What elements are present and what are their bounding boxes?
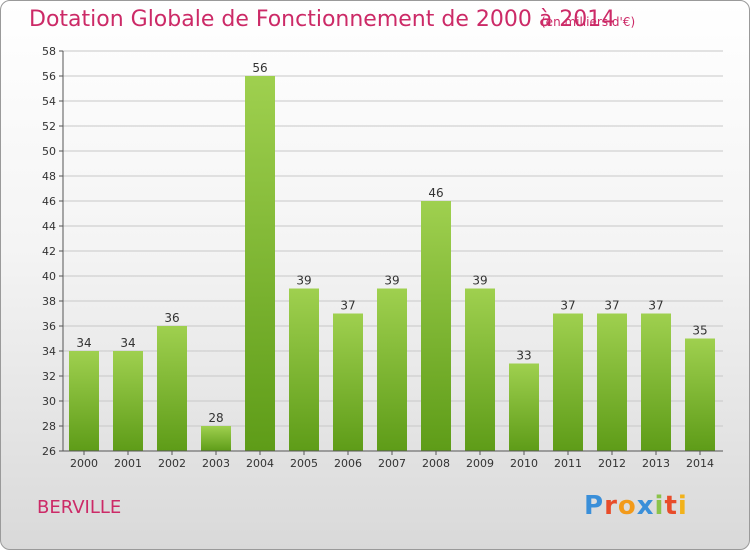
y-tick-label: 28 [42, 420, 56, 433]
y-tick-label: 46 [42, 195, 56, 208]
x-tick-label-2005: 2005 [290, 457, 318, 470]
y-tick-label: 54 [42, 95, 56, 108]
commune-name: BERVILLE [37, 497, 122, 518]
x-tick-label-2002: 2002 [158, 457, 186, 470]
proxiti-logo[interactable]: Proxiti [584, 491, 688, 521]
data-label-2010: 33 [516, 349, 531, 363]
data-label-2012: 37 [604, 299, 619, 313]
data-label-2001: 34 [120, 336, 135, 350]
bar-2003 [201, 426, 231, 451]
data-label-2000: 34 [76, 336, 91, 350]
logo-letter: x [636, 491, 655, 521]
logo-letter: t [664, 491, 678, 521]
bar-2002 [157, 326, 187, 451]
chart-subtitle: (en milliers d'€) [541, 15, 636, 29]
data-label-2005: 39 [296, 274, 311, 288]
x-tick-label-2006: 2006 [334, 457, 362, 470]
y-tick-label: 40 [42, 270, 56, 283]
data-label-2003: 28 [208, 411, 223, 425]
bar-2005 [289, 288, 319, 451]
bar-2013 [641, 313, 671, 451]
x-tick-label-2013: 2013 [642, 457, 670, 470]
y-tick-label: 38 [42, 295, 56, 308]
bar-2006 [333, 313, 363, 451]
data-label-2008: 46 [428, 186, 443, 200]
x-tick-label-2008: 2008 [422, 457, 450, 470]
x-tick-label-2010: 2010 [510, 457, 538, 470]
x-tick-label-2001: 2001 [114, 457, 142, 470]
y-tick-label: 26 [42, 445, 56, 458]
bar-2008 [421, 201, 451, 451]
data-label-2013: 37 [648, 299, 663, 313]
x-tick-label-2004: 2004 [246, 457, 274, 470]
data-label-2014: 35 [692, 324, 707, 338]
x-tick-label-2003: 2003 [202, 457, 230, 470]
x-tick-label-2007: 2007 [378, 457, 406, 470]
data-label-2002: 36 [164, 311, 179, 325]
bar-2007 [377, 288, 407, 451]
y-tick-label: 32 [42, 370, 56, 383]
chart-title: Dotation Globale de Fonctionnement de 20… [29, 7, 616, 32]
x-tick-label-2009: 2009 [466, 457, 494, 470]
data-label-2009: 39 [472, 274, 487, 288]
x-tick-label-2012: 2012 [598, 457, 626, 470]
bar-2004 [245, 76, 275, 451]
y-tick-label: 56 [42, 70, 56, 83]
logo-letter: P [584, 491, 605, 521]
logo-letter: r [604, 491, 618, 521]
bar-2014 [685, 338, 715, 451]
bar-2001 [113, 351, 143, 451]
data-label-2011: 37 [560, 299, 575, 313]
y-tick-label: 50 [42, 145, 56, 158]
y-tick-label: 48 [42, 170, 56, 183]
x-tick-label-2000: 2000 [70, 457, 98, 470]
bars: 34 34 36 28 56 39 37 39 46 39 33 37 37 37 35 [69, 61, 715, 451]
y-tick-label: 52 [42, 120, 56, 133]
logo-letter: o [617, 491, 637, 521]
bar-2012 [597, 313, 627, 451]
y-tick-label: 34 [42, 345, 56, 358]
y-tick-label: 44 [42, 220, 56, 233]
y-tick-label: 30 [42, 395, 56, 408]
axes: 26 28 30 32 34 36 38 40 42 44 46 48 50 52 54 56 58 2000 20… [42, 45, 723, 470]
logo-letter: i [654, 491, 665, 521]
bar-2000 [69, 351, 99, 451]
logo-letter: i [677, 491, 688, 521]
y-tick-label: 58 [42, 45, 56, 58]
data-label-2007: 39 [384, 274, 399, 288]
data-label-2006: 37 [340, 299, 355, 313]
bar-2010 [509, 363, 539, 451]
bar-2011 [553, 313, 583, 451]
x-tick-label-2014: 2014 [686, 457, 714, 470]
y-tick-label: 36 [42, 320, 56, 333]
y-tick-label: 42 [42, 245, 56, 258]
data-label-2004: 56 [252, 61, 267, 75]
x-tick-label-2011: 2011 [554, 457, 582, 470]
bar-2009 [465, 288, 495, 451]
